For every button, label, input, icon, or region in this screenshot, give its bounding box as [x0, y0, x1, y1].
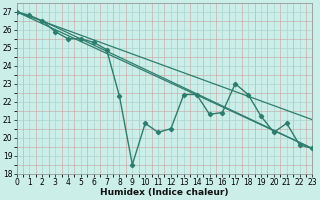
X-axis label: Humidex (Indice chaleur): Humidex (Indice chaleur) — [100, 188, 229, 197]
